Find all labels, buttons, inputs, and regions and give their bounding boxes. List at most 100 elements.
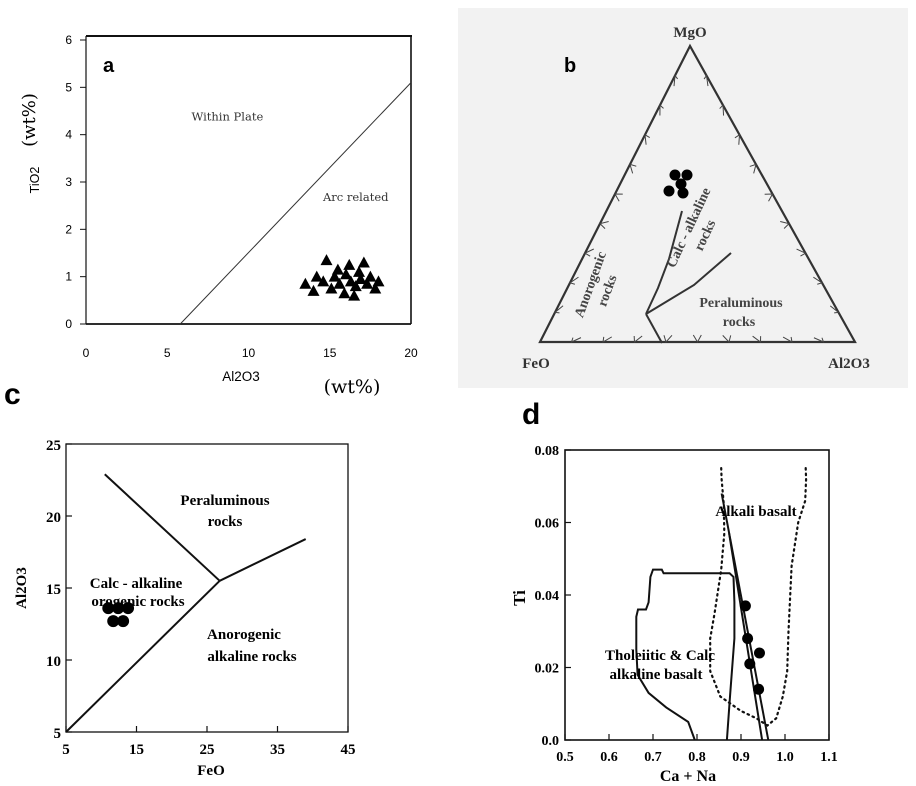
panel-b-tick-mark <box>796 248 807 257</box>
panel-c-region-peraluminous-line2: rocks <box>208 514 243 530</box>
panel-a-point <box>310 270 323 282</box>
panel-c-region-anorogenic-line1: Anorogenic <box>207 627 281 643</box>
panel-b-tick-mark <box>722 335 732 343</box>
panel-a-y-tick-label: 1 <box>65 270 72 284</box>
panel-b-tick-mark <box>673 74 679 87</box>
panel-c-y-tick-label: 20 <box>46 510 61 526</box>
panel-d-x-axis-label: Ca + Na <box>660 768 716 785</box>
panel-a-x-tick-label: 5 <box>164 346 171 360</box>
panel-a-boundary-line <box>179 82 412 325</box>
panel-d-alkali-basalt-field <box>709 467 808 727</box>
panel-a-point <box>328 270 341 282</box>
panel-c-point <box>122 602 135 615</box>
panel-b-point <box>663 185 675 197</box>
panel-b-tick-mark <box>734 133 741 145</box>
panel-d-x-tick-label: 0.7 <box>644 750 662 765</box>
panel-c-y-tick-label: 10 <box>46 654 61 670</box>
panel-a-point <box>357 256 370 268</box>
panel-c-y-tick-label: 5 <box>54 726 62 742</box>
panel-c-boundaries <box>65 473 307 733</box>
panel-b-tick-mark <box>599 220 609 229</box>
panel-d-tholeiitic-field <box>635 568 736 741</box>
panel-a-point <box>331 263 344 275</box>
panel-a-points <box>299 254 385 301</box>
panel-a-y-tick-label: 3 <box>65 175 72 189</box>
panel-c-point <box>117 615 130 628</box>
panel-a-y-tick-label: 2 <box>65 222 72 236</box>
panel-b-calc-alkaline-right-boundary <box>645 313 663 344</box>
panel-a-y-ticks: 0 1 2 3 4 5 6 <box>65 33 86 331</box>
panel-c-y-tick-label: 15 <box>46 582 61 598</box>
panel-b-label: b <box>564 55 576 77</box>
panel-b-tick-mark <box>568 276 579 285</box>
panel-b-tick-mark <box>782 336 793 343</box>
panel-a-x-ticks: 0 5 10 15 20 <box>83 346 418 360</box>
panel-d-point <box>742 633 754 644</box>
panel-d-region-alkali-basalt: Alkali basalt <box>715 504 796 520</box>
panel-c-y-ticks: 5 10 15 20 25 <box>46 438 72 742</box>
panel-c-region-calc-alkaline-line2: orogenic rocks <box>91 594 184 610</box>
panel-b-tick-mark <box>829 305 840 314</box>
panel-c-y-tick-label: 25 <box>46 438 61 454</box>
panel-b-apex-top: MgO <box>673 25 706 41</box>
panel-a-y-tick-label: 5 <box>65 80 72 94</box>
panel-b-tick-mark <box>752 335 762 343</box>
panel-a-point <box>340 268 352 280</box>
panel-b-ticks <box>553 74 840 344</box>
panel-a-region-within-plate: Within Plate <box>191 109 263 123</box>
panel-d-point <box>753 647 765 659</box>
panel-b-tick-mark <box>629 163 637 174</box>
panel-b-tick-mark <box>553 305 564 314</box>
panel-b-tick-mark <box>570 337 582 343</box>
panel-c-point <box>112 602 125 615</box>
panel-b-tick-mark <box>602 336 613 343</box>
panel-b-apex-right: Al2O3 <box>828 356 870 372</box>
panel-b-tick-mark <box>749 163 757 174</box>
panel-b-tick-mark <box>633 335 643 343</box>
panel-a-y-axis-label: TiO2 <box>28 167 42 194</box>
panel-b-tick-mark <box>703 74 709 87</box>
panel-b-tick-mark <box>813 276 824 285</box>
panel-d-x-tick-label: 1.0 <box>776 750 794 765</box>
panel-b-region-peraluminous-line1: Peraluminous <box>699 296 783 311</box>
panel-b: b MgO FeO Al2O3 Anorogenic rocks Calc - … <box>458 8 908 388</box>
panel-c-point <box>107 615 120 628</box>
panel-b-point <box>675 178 687 190</box>
panel-c-x-ticks: 5 15 25 35 45 <box>62 726 356 758</box>
panel-a-y-tick-label: 6 <box>65 33 72 47</box>
panel-d-x-ticks: 0.5 0.6 0.7 0.8 0.9 1.0 1.1 <box>556 734 838 765</box>
panel-a-x-axis-label: Al2O3 <box>222 369 260 384</box>
panel-d-x-tick-label: 1.1 <box>820 750 838 765</box>
panel-b-points <box>663 169 693 199</box>
panel-b-point <box>681 169 693 181</box>
panel-a-frame <box>85 35 412 325</box>
panel-d-points <box>739 600 765 695</box>
panel-d-y-tick-label: 0.0 <box>542 734 560 749</box>
panel-d-x-tick-label: 0.6 <box>600 750 618 765</box>
panel-b-calc-alkaline-left-boundary <box>645 210 683 315</box>
panel-a-point <box>364 270 377 282</box>
panel-d-region-tholeiitic-line1: Tholeiitic & Calc <box>605 648 715 664</box>
panel-a-point <box>372 275 385 287</box>
panel-b-peraluminous-boundary <box>645 252 732 315</box>
panel-d-label: d <box>522 398 540 431</box>
panel-a-point <box>349 280 362 292</box>
panel-c-region-anorogenic-line2: alkaline rocks <box>207 649 296 665</box>
panel-d-point <box>753 683 765 695</box>
panel-d-x-tick-label: 0.9 <box>732 750 750 765</box>
panel-a-point <box>320 254 333 266</box>
panel-b-boundaries <box>645 210 732 344</box>
panel-b-tick-mark <box>780 221 790 229</box>
panel-a-y-tick-label: 0 <box>65 317 72 331</box>
panel-a-x-tick-label: 10 <box>242 346 256 360</box>
panel-b-tick-mark <box>614 193 623 202</box>
panel-d-x-tick-label: 0.5 <box>556 750 574 765</box>
panel-d-y-tick-label: 0.02 <box>535 662 560 677</box>
panel-b-tick-mark <box>692 334 702 344</box>
panel-c-boundary-line <box>104 473 221 582</box>
panel-b-tick-mark <box>659 104 664 116</box>
panel-a-point <box>343 258 356 270</box>
panel-a-point <box>361 277 374 289</box>
panel-a-region-arc-related: Arc related <box>322 190 389 204</box>
